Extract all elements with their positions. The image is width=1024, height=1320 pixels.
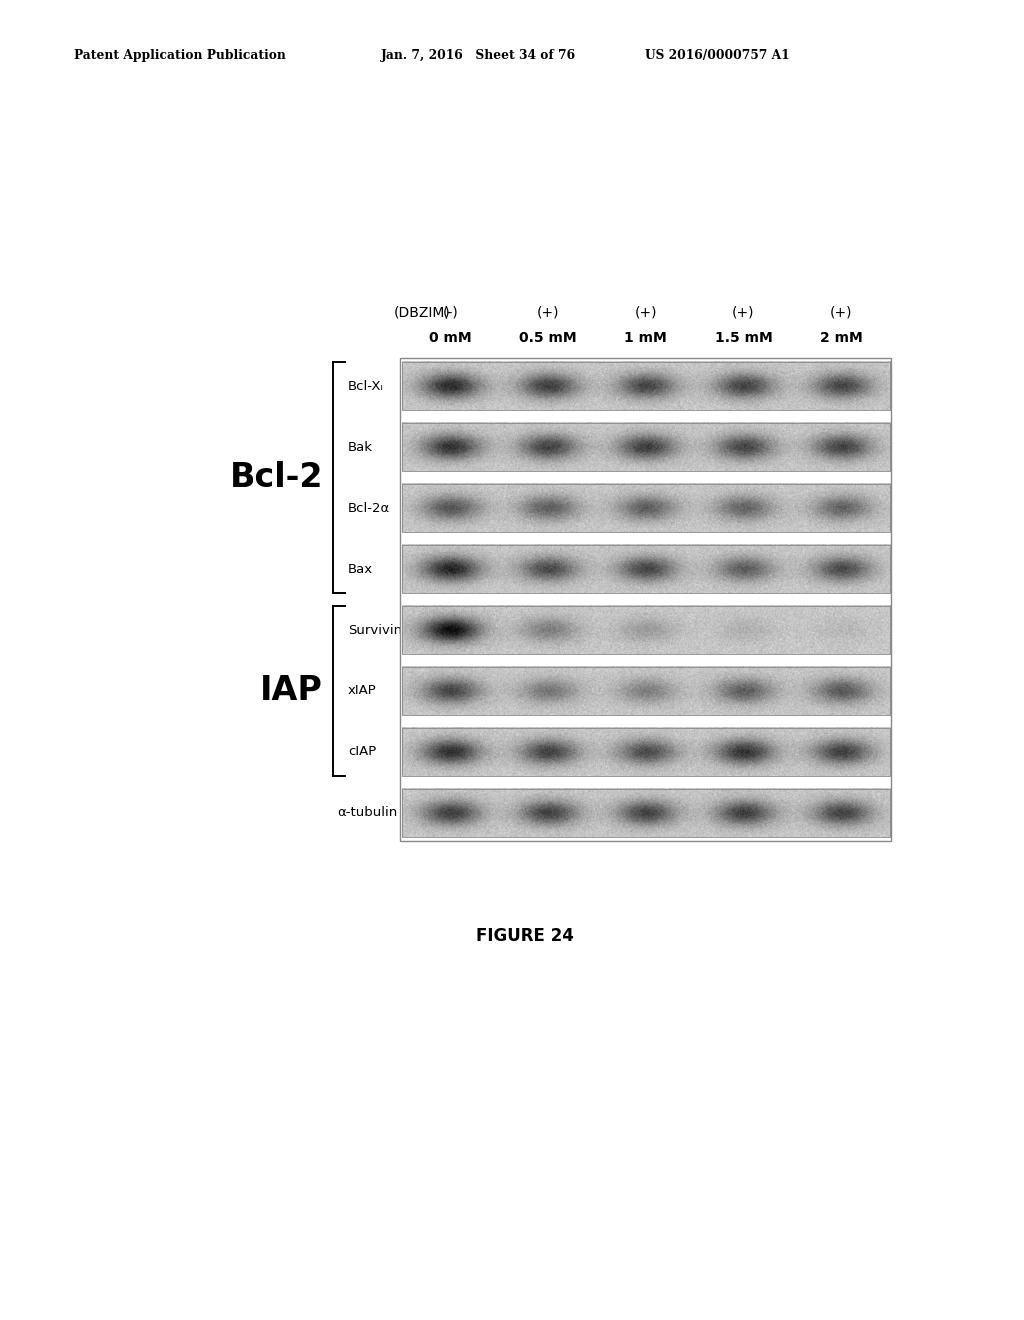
Text: cIAP: cIAP <box>348 746 376 759</box>
Text: Bak: Bak <box>348 441 373 454</box>
Text: Patent Application Publication: Patent Application Publication <box>74 49 286 62</box>
Text: α-tubulin: α-tubulin <box>338 807 397 820</box>
Text: Jan. 7, 2016   Sheet 34 of 76: Jan. 7, 2016 Sheet 34 of 76 <box>381 49 577 62</box>
Text: Bax: Bax <box>348 562 373 576</box>
Text: IAP: IAP <box>260 675 324 708</box>
Bar <box>401 422 890 471</box>
Text: (+): (+) <box>635 306 657 319</box>
Bar <box>401 788 890 837</box>
Text: xIAP: xIAP <box>348 685 377 697</box>
Text: 1 mM: 1 mM <box>625 331 668 346</box>
Text: Bcl-2α: Bcl-2α <box>348 502 390 515</box>
Bar <box>401 606 890 655</box>
Text: 2 mM: 2 mM <box>819 331 862 346</box>
Text: (+): (+) <box>537 306 559 319</box>
Text: (+): (+) <box>829 306 852 319</box>
Bar <box>401 362 890 411</box>
Text: (DBZIM): (DBZIM) <box>394 306 451 319</box>
Text: 0 mM: 0 mM <box>429 331 472 346</box>
Bar <box>401 667 890 715</box>
Bar <box>401 727 890 776</box>
Text: US 2016/0000757 A1: US 2016/0000757 A1 <box>645 49 790 62</box>
Text: (+): (+) <box>732 306 755 319</box>
Text: 1.5 mM: 1.5 mM <box>715 331 772 346</box>
Text: Bcl-2: Bcl-2 <box>229 461 324 494</box>
Bar <box>401 483 890 532</box>
Text: Bcl-Xₗ: Bcl-Xₗ <box>348 380 384 392</box>
Text: Survivin: Survivin <box>348 623 402 636</box>
Text: FIGURE 24: FIGURE 24 <box>476 927 573 945</box>
Bar <box>401 545 890 594</box>
Text: (-): (-) <box>442 306 459 319</box>
Text: 0.5 mM: 0.5 mM <box>519 331 577 346</box>
Bar <box>400 358 892 841</box>
